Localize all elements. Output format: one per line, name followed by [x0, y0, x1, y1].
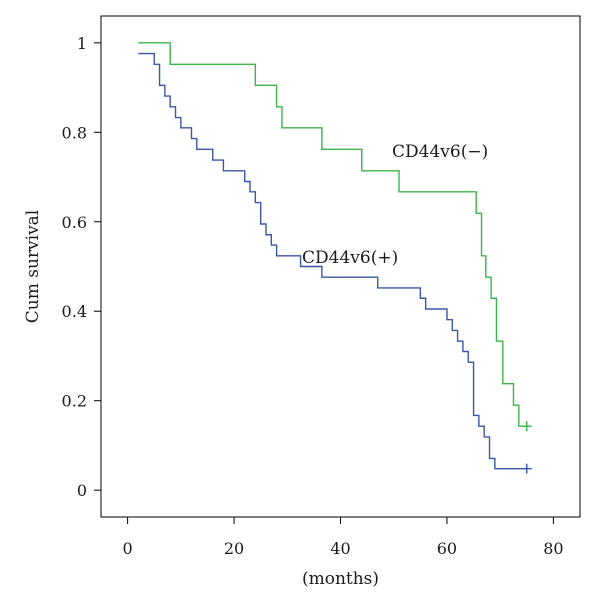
y-tick-label: 0.6: [62, 213, 87, 232]
y-tick-label: 0.4: [62, 302, 87, 321]
y-axis-ticks: 0 0.2 0.4 0.6 0.8 1: [62, 34, 101, 500]
x-axis-ticks: 0 20 40 60 80: [123, 517, 564, 558]
series-line-cd44v6-positive: [138, 52, 527, 470]
y-tick-label: 0: [77, 481, 87, 500]
y-tick-label: 0.2: [62, 392, 87, 411]
x-tick-label: 80: [543, 539, 563, 558]
x-axis-label: (months): [302, 569, 379, 589]
censor-mark-cd44v6-negative: [521, 421, 532, 432]
x-tick-label: 20: [224, 539, 244, 558]
x-tick-label: 0: [123, 539, 133, 558]
y-tick-label: 0.8: [62, 123, 87, 142]
series-label-cd44v6-positive: CD44v6(+): [302, 248, 398, 268]
series-layer: [138, 42, 532, 474]
y-axis-label: Cum survival: [23, 210, 43, 324]
x-tick-label: 40: [330, 539, 350, 558]
series-label-cd44v6-negative: CD44v6(−): [392, 142, 488, 162]
censor-mark-cd44v6-positive: [521, 463, 532, 474]
series-line-cd44v6-negative: [138, 42, 527, 427]
x-tick-label: 60: [437, 539, 457, 558]
y-tick-label: 1: [77, 34, 87, 53]
